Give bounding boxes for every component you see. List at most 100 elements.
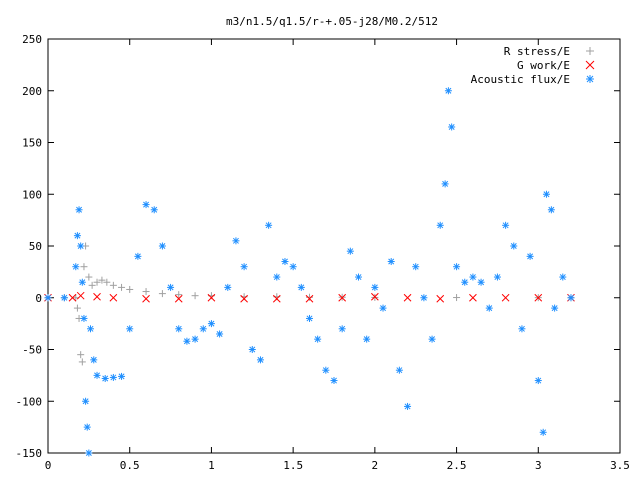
data-point — [338, 293, 347, 302]
data-point — [98, 276, 106, 284]
data-point — [118, 283, 126, 291]
data-point — [126, 325, 134, 333]
data-point — [305, 293, 313, 301]
data-point — [88, 281, 96, 289]
data-point — [371, 292, 379, 301]
data-point — [469, 293, 477, 302]
x-tick-label: 0.5 — [120, 459, 140, 472]
axes: 0 0.5 1 1.5 2 2.5 3 3.5 -150 -100 -50 0 50 100 150 200 2… — [16, 33, 630, 472]
data-point — [158, 242, 166, 250]
x-tick-label: 0 — [45, 459, 52, 472]
data-point — [103, 278, 111, 286]
x-tick-label: 3.5 — [610, 459, 630, 472]
data-point — [371, 293, 379, 301]
data-point — [80, 263, 88, 271]
data-point — [240, 263, 248, 271]
data-point — [453, 263, 461, 271]
data-point — [80, 314, 88, 322]
data-point — [150, 206, 158, 214]
data-point — [167, 283, 175, 291]
plot-frame — [47, 38, 621, 454]
data-point — [559, 273, 567, 281]
data-point — [444, 87, 452, 95]
data-point — [68, 293, 77, 302]
data-point — [436, 221, 444, 229]
series-2 — [44, 87, 575, 457]
data-point — [78, 358, 86, 366]
data-point — [101, 374, 109, 382]
data-point — [142, 201, 150, 209]
data-point — [305, 294, 314, 303]
x-tick-label: 2 — [372, 459, 379, 472]
data-point — [297, 283, 305, 291]
data-point — [199, 325, 207, 333]
data-point — [248, 346, 256, 353]
data-point — [281, 258, 289, 266]
y-tick-label: 250 — [22, 33, 42, 46]
data-point — [272, 294, 281, 303]
legend-label: Acoustic flux/E — [471, 73, 570, 86]
data-point — [232, 237, 240, 245]
y-tick-label: 0 — [35, 292, 42, 305]
data-point — [240, 294, 248, 303]
data-point — [72, 263, 80, 271]
data-point — [85, 449, 93, 457]
data-point — [118, 372, 126, 380]
data-point — [355, 273, 363, 281]
series-layer — [44, 87, 575, 457]
data-point — [510, 242, 518, 250]
data-point — [191, 335, 199, 343]
data-point — [77, 351, 85, 359]
data-point — [412, 263, 420, 271]
data-point — [134, 252, 142, 260]
data-point — [86, 325, 94, 333]
data-point — [441, 180, 449, 188]
data-point — [448, 123, 456, 131]
data-point — [207, 320, 215, 328]
data-point — [73, 232, 81, 240]
data-point — [85, 273, 93, 281]
data-point — [109, 373, 117, 381]
data-point — [183, 337, 191, 345]
data-point — [547, 206, 555, 214]
data-point — [142, 288, 150, 296]
data-point — [109, 293, 118, 302]
data-point — [493, 273, 501, 281]
data-point — [83, 423, 91, 431]
data-point — [338, 325, 346, 333]
data-point — [395, 366, 403, 374]
data-point — [346, 247, 354, 255]
data-point — [73, 304, 81, 312]
data-point — [363, 335, 371, 343]
data-point — [404, 402, 412, 410]
legend-marker — [586, 75, 594, 83]
data-point — [109, 281, 117, 289]
data-point — [265, 221, 273, 229]
x-tick-label: 2.5 — [447, 459, 467, 472]
data-point — [436, 294, 445, 303]
legend-marker — [585, 60, 595, 70]
data-point — [501, 293, 510, 302]
y-tick-label: 150 — [22, 137, 42, 150]
x-tick-label: 1.5 — [283, 459, 303, 472]
data-point — [420, 294, 428, 302]
data-point — [539, 428, 547, 436]
data-point — [256, 356, 264, 364]
data-point — [477, 278, 485, 286]
data-point — [518, 325, 526, 333]
data-point — [330, 377, 338, 385]
data-point — [142, 294, 150, 303]
legend-label: G work/E — [517, 59, 570, 72]
data-point — [44, 294, 52, 302]
data-point — [158, 290, 166, 298]
data-point — [379, 304, 387, 312]
data-point — [175, 291, 183, 299]
data-point — [126, 285, 134, 293]
data-point — [542, 190, 550, 198]
data-point — [93, 292, 101, 301]
legend-marker — [586, 47, 594, 55]
data-point — [93, 371, 101, 379]
data-point — [174, 294, 183, 303]
data-point — [526, 252, 534, 260]
